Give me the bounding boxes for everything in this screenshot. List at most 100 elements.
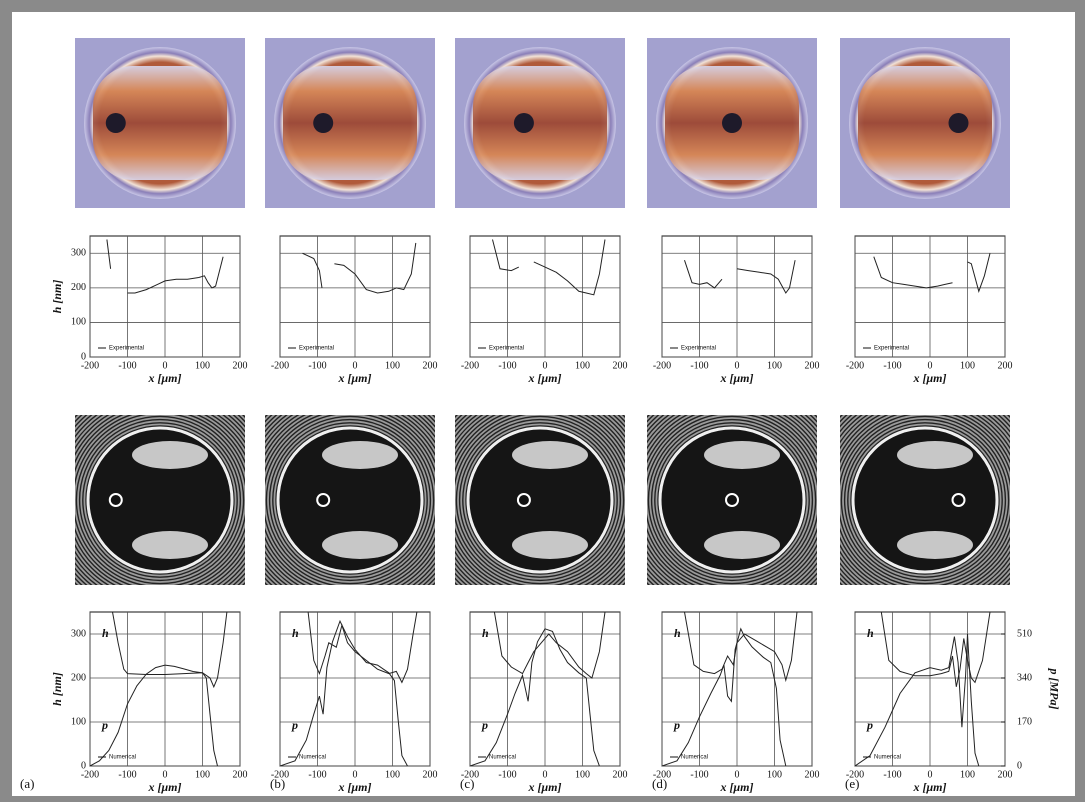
x-tick-label: 200 (233, 769, 248, 780)
x-tick-label: -200 (846, 360, 864, 371)
photo (647, 38, 817, 208)
photo (265, 38, 435, 208)
x-tick-label: 0 (543, 360, 548, 371)
y2-tick-label: 0 (1017, 760, 1022, 771)
x-tick-label: -200 (461, 769, 479, 780)
x-tick-label: 200 (613, 769, 628, 780)
x-tick-label: 0 (163, 769, 168, 780)
panel-label: (a) (20, 776, 34, 791)
curve-label: p (481, 718, 488, 732)
photo-ball (313, 113, 333, 133)
x-tick-label: 100 (385, 769, 400, 780)
curve-label: p (101, 718, 108, 732)
x-tick-label: 0 (353, 360, 358, 371)
fringe-lobe (132, 531, 208, 559)
photo (75, 38, 245, 208)
x-tick-label: -100 (118, 360, 136, 371)
x-tick-label: 0 (353, 769, 358, 780)
fringe-lobe (704, 531, 780, 559)
x-tick-label: -100 (498, 360, 516, 371)
x-tick-label: -200 (653, 360, 671, 371)
photo-ball (949, 113, 969, 133)
x-tick-label: 100 (575, 360, 590, 371)
fringe-lobe (704, 441, 780, 469)
photo-band (283, 66, 417, 180)
x-tick-label: 100 (767, 769, 782, 780)
curve-label: h (674, 626, 681, 640)
y-axis-label: h [nm] (50, 280, 64, 314)
curve-label: p (291, 718, 298, 732)
x-tick-label: -100 (118, 769, 136, 780)
x-tick-label: -200 (846, 769, 864, 780)
x-tick-label: 200 (998, 769, 1013, 780)
x-tick-label: -200 (461, 360, 479, 371)
fringe-ball (110, 494, 122, 506)
fringe-ball (518, 494, 530, 506)
fringe-lobe (512, 441, 588, 469)
photo-ball (722, 113, 742, 133)
y-tick-label: 200 (71, 282, 86, 293)
x-tick-label: -200 (271, 769, 289, 780)
x-tick-label: 200 (233, 360, 248, 371)
y2-tick-label: 170 (1017, 716, 1032, 727)
photo (455, 38, 625, 208)
x-axis-label: x [μm] (338, 780, 372, 794)
y-tick-label: 300 (71, 628, 86, 639)
x-tick-label: 0 (928, 360, 933, 371)
x-axis-label: x [μm] (148, 371, 182, 385)
fringe-lobe (322, 531, 398, 559)
x-tick-label: 200 (423, 360, 438, 371)
y-tick-label: 200 (71, 672, 86, 683)
y-tick-label: 300 (71, 248, 86, 259)
fringe-lobe (512, 531, 588, 559)
curve-label: p (866, 718, 873, 732)
photo-band (473, 66, 607, 180)
fringe-lobe (322, 441, 398, 469)
legend-label: Numerical (874, 755, 901, 761)
fringe-lobe (897, 441, 973, 469)
x-tick-label: -200 (271, 360, 289, 371)
legend-label: Experimental (681, 346, 716, 352)
x-tick-label: -100 (308, 769, 326, 780)
x-axis-label: x [μm] (528, 780, 562, 794)
curve-label: h (867, 626, 874, 640)
x-tick-label: 100 (575, 769, 590, 780)
x-tick-label: 0 (928, 769, 933, 780)
y2-tick-label: 340 (1017, 672, 1032, 683)
x-axis-label: x [μm] (338, 371, 372, 385)
x-tick-label: 100 (195, 360, 210, 371)
legend-label: Experimental (489, 346, 524, 352)
x-tick-label: 200 (423, 769, 438, 780)
y2-tick-label: 510 (1017, 628, 1032, 639)
curve-label: p (673, 718, 680, 732)
curve-label: h (102, 626, 109, 640)
x-tick-label: 0 (163, 360, 168, 371)
y-tick-label: 0 (81, 760, 86, 771)
x-tick-label: 100 (767, 360, 782, 371)
legend-label: Experimental (874, 346, 909, 352)
x-tick-label: 0 (735, 360, 740, 371)
x-tick-label: 100 (385, 360, 400, 371)
x-axis-label: x [μm] (720, 371, 754, 385)
x-tick-label: 200 (998, 360, 1013, 371)
fringe-lobe (132, 441, 208, 469)
x-tick-label: 0 (543, 769, 548, 780)
x-tick-label: 100 (960, 360, 975, 371)
legend-label: Numerical (299, 755, 326, 761)
legend-label: Experimental (109, 346, 144, 352)
x-tick-label: 100 (960, 769, 975, 780)
figure: (a)(b)(c)(d)(e)-200-10001002000100200300… (0, 0, 1085, 802)
photo-band (858, 66, 992, 180)
y2-axis-label: p [MPa] (1047, 668, 1061, 710)
x-tick-label: -100 (308, 360, 326, 371)
x-tick-label: 200 (805, 360, 820, 371)
x-tick-label: -100 (690, 769, 708, 780)
fringe-ball (726, 494, 738, 506)
fringe-ball (317, 494, 329, 506)
y-axis-label: h [nm] (50, 672, 64, 706)
y-tick-label: 0 (81, 351, 86, 362)
x-tick-label: -200 (653, 769, 671, 780)
photo-ball (106, 113, 126, 133)
legend-label: Numerical (489, 755, 516, 761)
fringe-ball (953, 494, 965, 506)
